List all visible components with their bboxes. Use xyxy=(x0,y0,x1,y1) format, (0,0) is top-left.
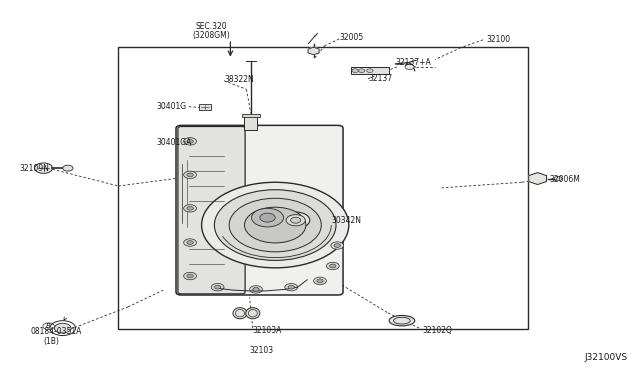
Polygon shape xyxy=(308,47,319,55)
Circle shape xyxy=(184,272,196,280)
Circle shape xyxy=(285,283,298,291)
Circle shape xyxy=(229,198,321,252)
Circle shape xyxy=(214,190,336,260)
Circle shape xyxy=(250,286,262,293)
FancyBboxPatch shape xyxy=(178,126,245,294)
Ellipse shape xyxy=(233,308,247,319)
Circle shape xyxy=(334,244,340,247)
Text: 38322N: 38322N xyxy=(224,76,253,84)
Circle shape xyxy=(214,285,221,289)
Circle shape xyxy=(63,165,73,171)
Circle shape xyxy=(367,69,373,73)
Text: 32006M: 32006M xyxy=(549,175,580,184)
Text: 32103: 32103 xyxy=(250,346,274,355)
Text: 30342N: 30342N xyxy=(332,216,362,225)
Bar xyxy=(199,104,211,110)
Text: 32109N: 32109N xyxy=(19,164,49,173)
Bar xyxy=(118,46,528,329)
Text: (3208GM): (3208GM) xyxy=(193,31,230,40)
Circle shape xyxy=(187,140,193,143)
Circle shape xyxy=(331,242,344,249)
Circle shape xyxy=(260,213,275,222)
Circle shape xyxy=(314,277,326,285)
Text: 30401G: 30401G xyxy=(157,102,187,110)
Circle shape xyxy=(554,176,562,181)
Circle shape xyxy=(54,323,71,333)
Text: J32100VS: J32100VS xyxy=(584,353,627,362)
FancyBboxPatch shape xyxy=(176,125,343,295)
Bar xyxy=(242,114,260,117)
Circle shape xyxy=(282,212,310,228)
Circle shape xyxy=(187,241,193,244)
Text: 32005: 32005 xyxy=(339,33,364,42)
Circle shape xyxy=(326,262,339,270)
Text: 30401GA: 30401GA xyxy=(157,138,192,147)
Ellipse shape xyxy=(246,308,260,319)
Circle shape xyxy=(184,205,196,212)
Circle shape xyxy=(352,69,358,73)
Ellipse shape xyxy=(389,315,415,326)
Circle shape xyxy=(187,274,193,278)
Circle shape xyxy=(187,206,193,210)
Text: 32102Q: 32102Q xyxy=(422,326,452,335)
Circle shape xyxy=(202,182,349,268)
Text: SEC.320: SEC.320 xyxy=(195,22,227,31)
Bar xyxy=(351,67,389,74)
Circle shape xyxy=(253,288,259,291)
Circle shape xyxy=(288,285,294,289)
Circle shape xyxy=(286,215,305,226)
Circle shape xyxy=(244,207,306,243)
Circle shape xyxy=(291,217,301,223)
Circle shape xyxy=(317,279,323,283)
Text: (1B): (1B) xyxy=(44,337,60,346)
Circle shape xyxy=(184,171,196,179)
Circle shape xyxy=(211,283,224,291)
Text: 08184-0351A: 08184-0351A xyxy=(31,327,82,336)
Circle shape xyxy=(184,138,196,145)
Text: 32103A: 32103A xyxy=(253,326,282,335)
Text: 32137+A: 32137+A xyxy=(396,58,431,67)
Circle shape xyxy=(358,69,365,73)
Text: 32100: 32100 xyxy=(486,35,511,44)
Circle shape xyxy=(187,173,193,177)
Text: 32137: 32137 xyxy=(368,74,392,83)
Circle shape xyxy=(252,208,284,227)
Polygon shape xyxy=(529,173,547,185)
Bar xyxy=(244,115,257,130)
Circle shape xyxy=(35,163,52,173)
Circle shape xyxy=(330,264,336,268)
Text: B: B xyxy=(46,323,51,329)
Circle shape xyxy=(405,64,414,70)
Circle shape xyxy=(184,239,196,246)
